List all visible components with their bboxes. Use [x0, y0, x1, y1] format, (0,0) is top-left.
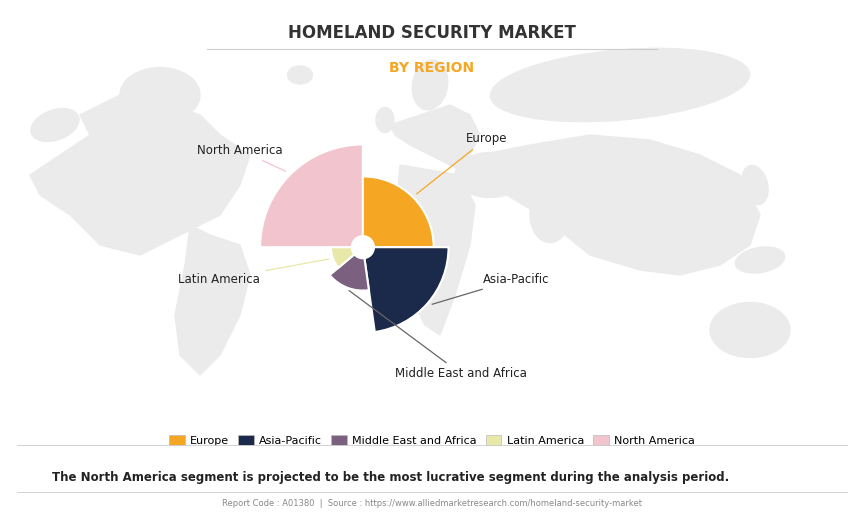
Ellipse shape: [742, 165, 768, 204]
Text: Asia-Pacific: Asia-Pacific: [432, 272, 550, 304]
Text: HOMELAND SECURITY MARKET: HOMELAND SECURITY MARKET: [288, 25, 576, 42]
Ellipse shape: [710, 302, 790, 357]
Polygon shape: [390, 105, 480, 170]
Ellipse shape: [376, 108, 394, 132]
Ellipse shape: [735, 247, 785, 273]
Text: North America: North America: [197, 144, 285, 171]
Text: The North America segment is projected to be the most lucrative segment during t: The North America segment is projected t…: [52, 471, 729, 485]
Ellipse shape: [288, 66, 313, 84]
Wedge shape: [363, 177, 434, 247]
Ellipse shape: [491, 48, 750, 122]
Text: Europe: Europe: [416, 132, 507, 194]
Ellipse shape: [455, 152, 525, 197]
Polygon shape: [30, 85, 250, 255]
Polygon shape: [475, 135, 760, 275]
Wedge shape: [331, 247, 356, 268]
Circle shape: [352, 236, 374, 259]
Ellipse shape: [671, 225, 749, 265]
Text: BY REGION: BY REGION: [390, 61, 474, 75]
Wedge shape: [260, 144, 363, 247]
Ellipse shape: [412, 60, 448, 110]
Wedge shape: [364, 247, 448, 332]
Legend: Europe, Asia-Pacific, Middle East and Africa, Latin America, North America: Europe, Asia-Pacific, Middle East and Af…: [164, 431, 700, 450]
Text: Report Code : A01380  |  Source : https://www.alliedmarketresearch.com/homeland-: Report Code : A01380 | Source : https://…: [222, 499, 642, 508]
Text: Middle East and Africa: Middle East and Africa: [349, 290, 527, 380]
Wedge shape: [330, 253, 369, 290]
Text: Latin America: Latin America: [178, 259, 329, 286]
Ellipse shape: [31, 109, 79, 142]
Polygon shape: [395, 165, 475, 335]
Ellipse shape: [530, 187, 570, 243]
Polygon shape: [175, 225, 250, 375]
Ellipse shape: [120, 67, 200, 123]
